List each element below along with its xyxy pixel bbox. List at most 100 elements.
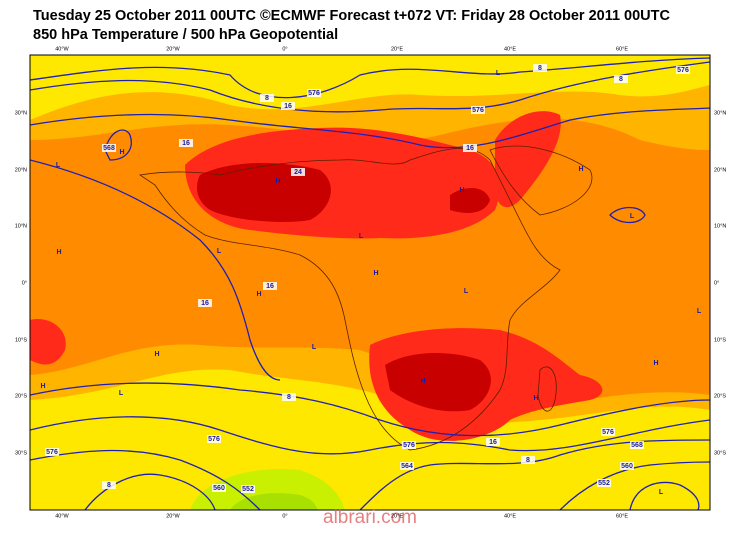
contour-label: 8 (619, 76, 623, 83)
pressure-centre: H (275, 178, 280, 185)
contour-label-box (179, 139, 193, 147)
latitude-label: 30°S (15, 450, 27, 456)
pressure-centre: L (312, 344, 317, 351)
contour-label-box (207, 435, 221, 443)
pressure-centre: L (359, 233, 364, 240)
pressure-centre: H (578, 166, 583, 173)
contour-label: 576 (677, 67, 689, 74)
latitude-label: 0° (22, 280, 27, 286)
contour-label: 16 (201, 300, 209, 307)
contour-label: 552 (598, 480, 610, 487)
latitude-label: 10°N (714, 223, 726, 229)
contour-label-box (486, 438, 500, 446)
pressure-centre: L (119, 390, 124, 397)
longitude-label: 20°E (391, 513, 403, 519)
latitude-label: 30°S (714, 450, 726, 456)
contour-label-box (102, 481, 116, 489)
contour-label-box (307, 89, 321, 97)
longitude-label: 0° (282, 513, 287, 519)
pressure-centre: H (56, 249, 61, 256)
longitude-label: 20°W (166, 513, 180, 519)
latitude-label: 10°N (15, 223, 27, 229)
contour-label: 576 (208, 436, 220, 443)
contour-label: 8 (526, 457, 530, 464)
contour-label: 568 (631, 442, 643, 449)
contour-label-box (102, 144, 116, 152)
contour-label-box (198, 299, 212, 307)
contour-label: 560 (213, 485, 225, 492)
title-line-1: Tuesday 25 October 2011 00UTC ©ECMWF For… (33, 8, 671, 24)
contour-label-box (291, 168, 305, 176)
pressure-centre: L (496, 70, 501, 77)
contour-label: 16 (489, 439, 497, 446)
latitude-label: 0° (714, 280, 719, 286)
longitude-label: 20°W (166, 46, 180, 52)
longitude-label: 20°E (391, 46, 403, 52)
pressure-centre: H (40, 383, 45, 390)
longitude-label: 40°W (55, 46, 69, 52)
contour-label: 16 (466, 145, 474, 152)
watermark: albrari.com (323, 507, 417, 528)
longitude-label: 60°E (616, 513, 628, 519)
latitude-label: 20°N (714, 167, 726, 173)
contour-label: 8 (265, 95, 269, 102)
longitude-label: 40°W (55, 513, 69, 519)
longitude-label: 40°E (504, 46, 516, 52)
contour-label-box (463, 144, 477, 152)
pressure-centre: H (256, 291, 261, 298)
map-field (30, 55, 710, 510)
contour-label: 16 (266, 283, 274, 290)
pressure-centre: L (659, 489, 664, 496)
pressure-centre: H (653, 360, 658, 367)
contour-label-box (533, 64, 547, 72)
title-line-2: 850 hPa Temperature / 500 hPa Geopotenti… (33, 27, 338, 43)
contour-label: 16 (284, 103, 292, 110)
contour-label: 552 (242, 486, 254, 493)
latitude-label: 20°S (15, 393, 27, 399)
contour-label: 568 (103, 145, 115, 152)
contour-label-box (281, 102, 295, 110)
contour-label: 576 (46, 449, 58, 456)
contour-label-box (402, 441, 416, 449)
pressure-centre: H (533, 395, 538, 402)
contour-label-box (601, 428, 615, 436)
contour-label-box (614, 75, 628, 83)
contour-label-box (212, 484, 226, 492)
contour-label: 576 (472, 107, 484, 114)
latitude-label: 10°S (714, 337, 726, 343)
latitude-label: 20°N (15, 167, 27, 173)
contour-label-box (630, 441, 644, 449)
latitude-label: 20°S (714, 393, 726, 399)
contour-label: 576 (602, 429, 614, 436)
contour-label: 576 (403, 442, 415, 449)
contour-label: 24 (294, 169, 302, 176)
contour-label: 8 (538, 65, 542, 72)
contour-label-box (676, 66, 690, 74)
contour-label-box (263, 282, 277, 290)
pressure-centre: L (630, 213, 635, 220)
contour-label-box (241, 485, 255, 493)
contour-label-box (282, 393, 296, 401)
longitude-label: 40°E (504, 513, 516, 519)
contour-label-box (620, 462, 634, 470)
contour-label-box (597, 479, 611, 487)
pressure-centre: H (459, 187, 464, 194)
pressure-centre: L (697, 308, 702, 315)
pressure-centre: L (464, 288, 469, 295)
contour-label-box (400, 462, 414, 470)
pressure-centre: H (373, 270, 378, 277)
contour-label: 8 (107, 482, 111, 489)
contour-label: 564 (401, 463, 413, 470)
pressure-centre: L (217, 248, 222, 255)
pressure-centre: H (154, 351, 159, 358)
contour-label: 16 (182, 140, 190, 147)
latitude-label: 30°N (15, 110, 27, 116)
contour-label-box (260, 94, 274, 102)
latitude-label: 30°N (714, 110, 726, 116)
map-frame (29, 54, 711, 511)
contour-label-box (521, 456, 535, 464)
contour-label: 560 (621, 463, 633, 470)
longitude-label: 60°E (616, 46, 628, 52)
pressure-centre: H (420, 378, 425, 385)
